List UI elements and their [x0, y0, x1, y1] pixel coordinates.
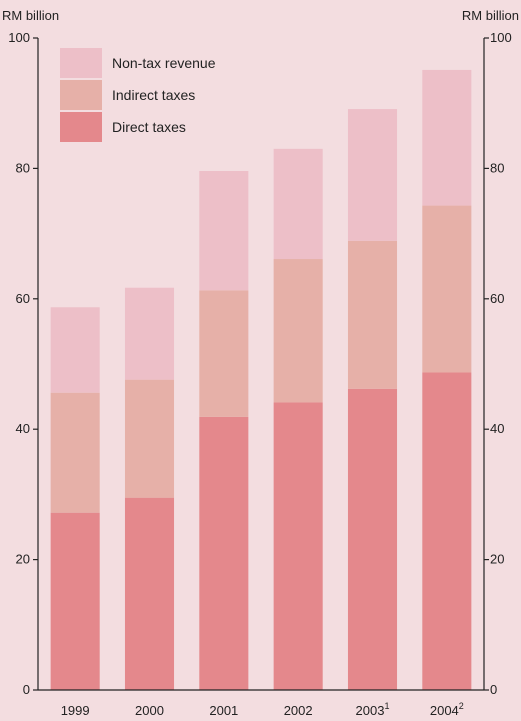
x-tick-label: 2002	[284, 703, 313, 718]
legend: Non-tax revenue Indirect taxes Direct taxe…	[60, 48, 216, 142]
legend-label-indirect-taxes: Indirect taxes	[112, 87, 195, 103]
x-tick-label: 20031	[356, 701, 390, 718]
bar-non-tax-revenue-2001	[199, 171, 249, 291]
bar-indirect-taxes-2002	[273, 259, 323, 403]
x-tick-superscript: 2	[459, 701, 464, 711]
bar-direct-taxes-2002	[273, 402, 323, 690]
right-tick-label: 20	[490, 552, 504, 567]
legend-swatch-direct-taxes	[60, 112, 102, 142]
x-tick-label: 1999	[61, 703, 90, 718]
bar-direct-taxes-2004	[422, 372, 472, 690]
right-tick-label: 0	[490, 682, 497, 697]
left-axis-unit-label: RM billion	[2, 8, 59, 23]
left-tick-label: 20	[16, 552, 30, 567]
legend-label-direct-taxes: Direct taxes	[112, 119, 186, 135]
right-tick-label: 40	[490, 421, 504, 436]
axes-group	[37, 38, 485, 691]
bar-direct-taxes-2003	[347, 388, 398, 690]
bar-non-tax-revenue-2002	[273, 148, 323, 260]
bar-direct-taxes-2001	[199, 416, 249, 690]
bar-indirect-taxes-1999	[50, 392, 100, 513]
left-tick-label: 60	[16, 291, 30, 306]
left-tick-label: 0	[23, 682, 30, 697]
bars-group	[50, 69, 472, 690]
x-tick-label: 2000	[135, 703, 164, 718]
bar-non-tax-revenue-2000	[124, 287, 175, 380]
bar-indirect-taxes-2003	[347, 240, 398, 389]
bar-indirect-taxes-2000	[124, 379, 175, 498]
left-tick-label: 40	[16, 421, 30, 436]
bar-non-tax-revenue-1999	[50, 307, 100, 393]
bar-direct-taxes-2000	[124, 497, 175, 690]
x-tick-label: 20042	[430, 701, 464, 718]
right-tick-label: 80	[490, 160, 504, 175]
right-tick-label: 100	[490, 30, 512, 45]
bar-direct-taxes-1999	[50, 512, 100, 690]
legend-label-non-tax-revenue: Non-tax revenue	[112, 55, 216, 71]
legend-swatch-indirect-taxes	[60, 80, 102, 110]
bar-non-tax-revenue-2003	[347, 109, 398, 241]
x-tick-superscript: 1	[384, 701, 389, 711]
right-tick-label: 60	[490, 291, 504, 306]
legend-swatch-non-tax-revenue	[60, 48, 102, 78]
bar-indirect-taxes-2004	[422, 205, 472, 373]
bar-indirect-taxes-2001	[199, 290, 249, 417]
right-axis-unit-label: RM billion	[462, 8, 519, 23]
x-tick-label: 2001	[209, 703, 238, 718]
left-tick-label: 80	[16, 160, 30, 175]
left-tick-label: 100	[8, 30, 30, 45]
ticks-group: 0 0 20 20 40 40 60 60 80 80 100 100 1999 2000 2001 2002…	[8, 30, 511, 718]
bar-non-tax-revenue-2004	[422, 69, 472, 206]
